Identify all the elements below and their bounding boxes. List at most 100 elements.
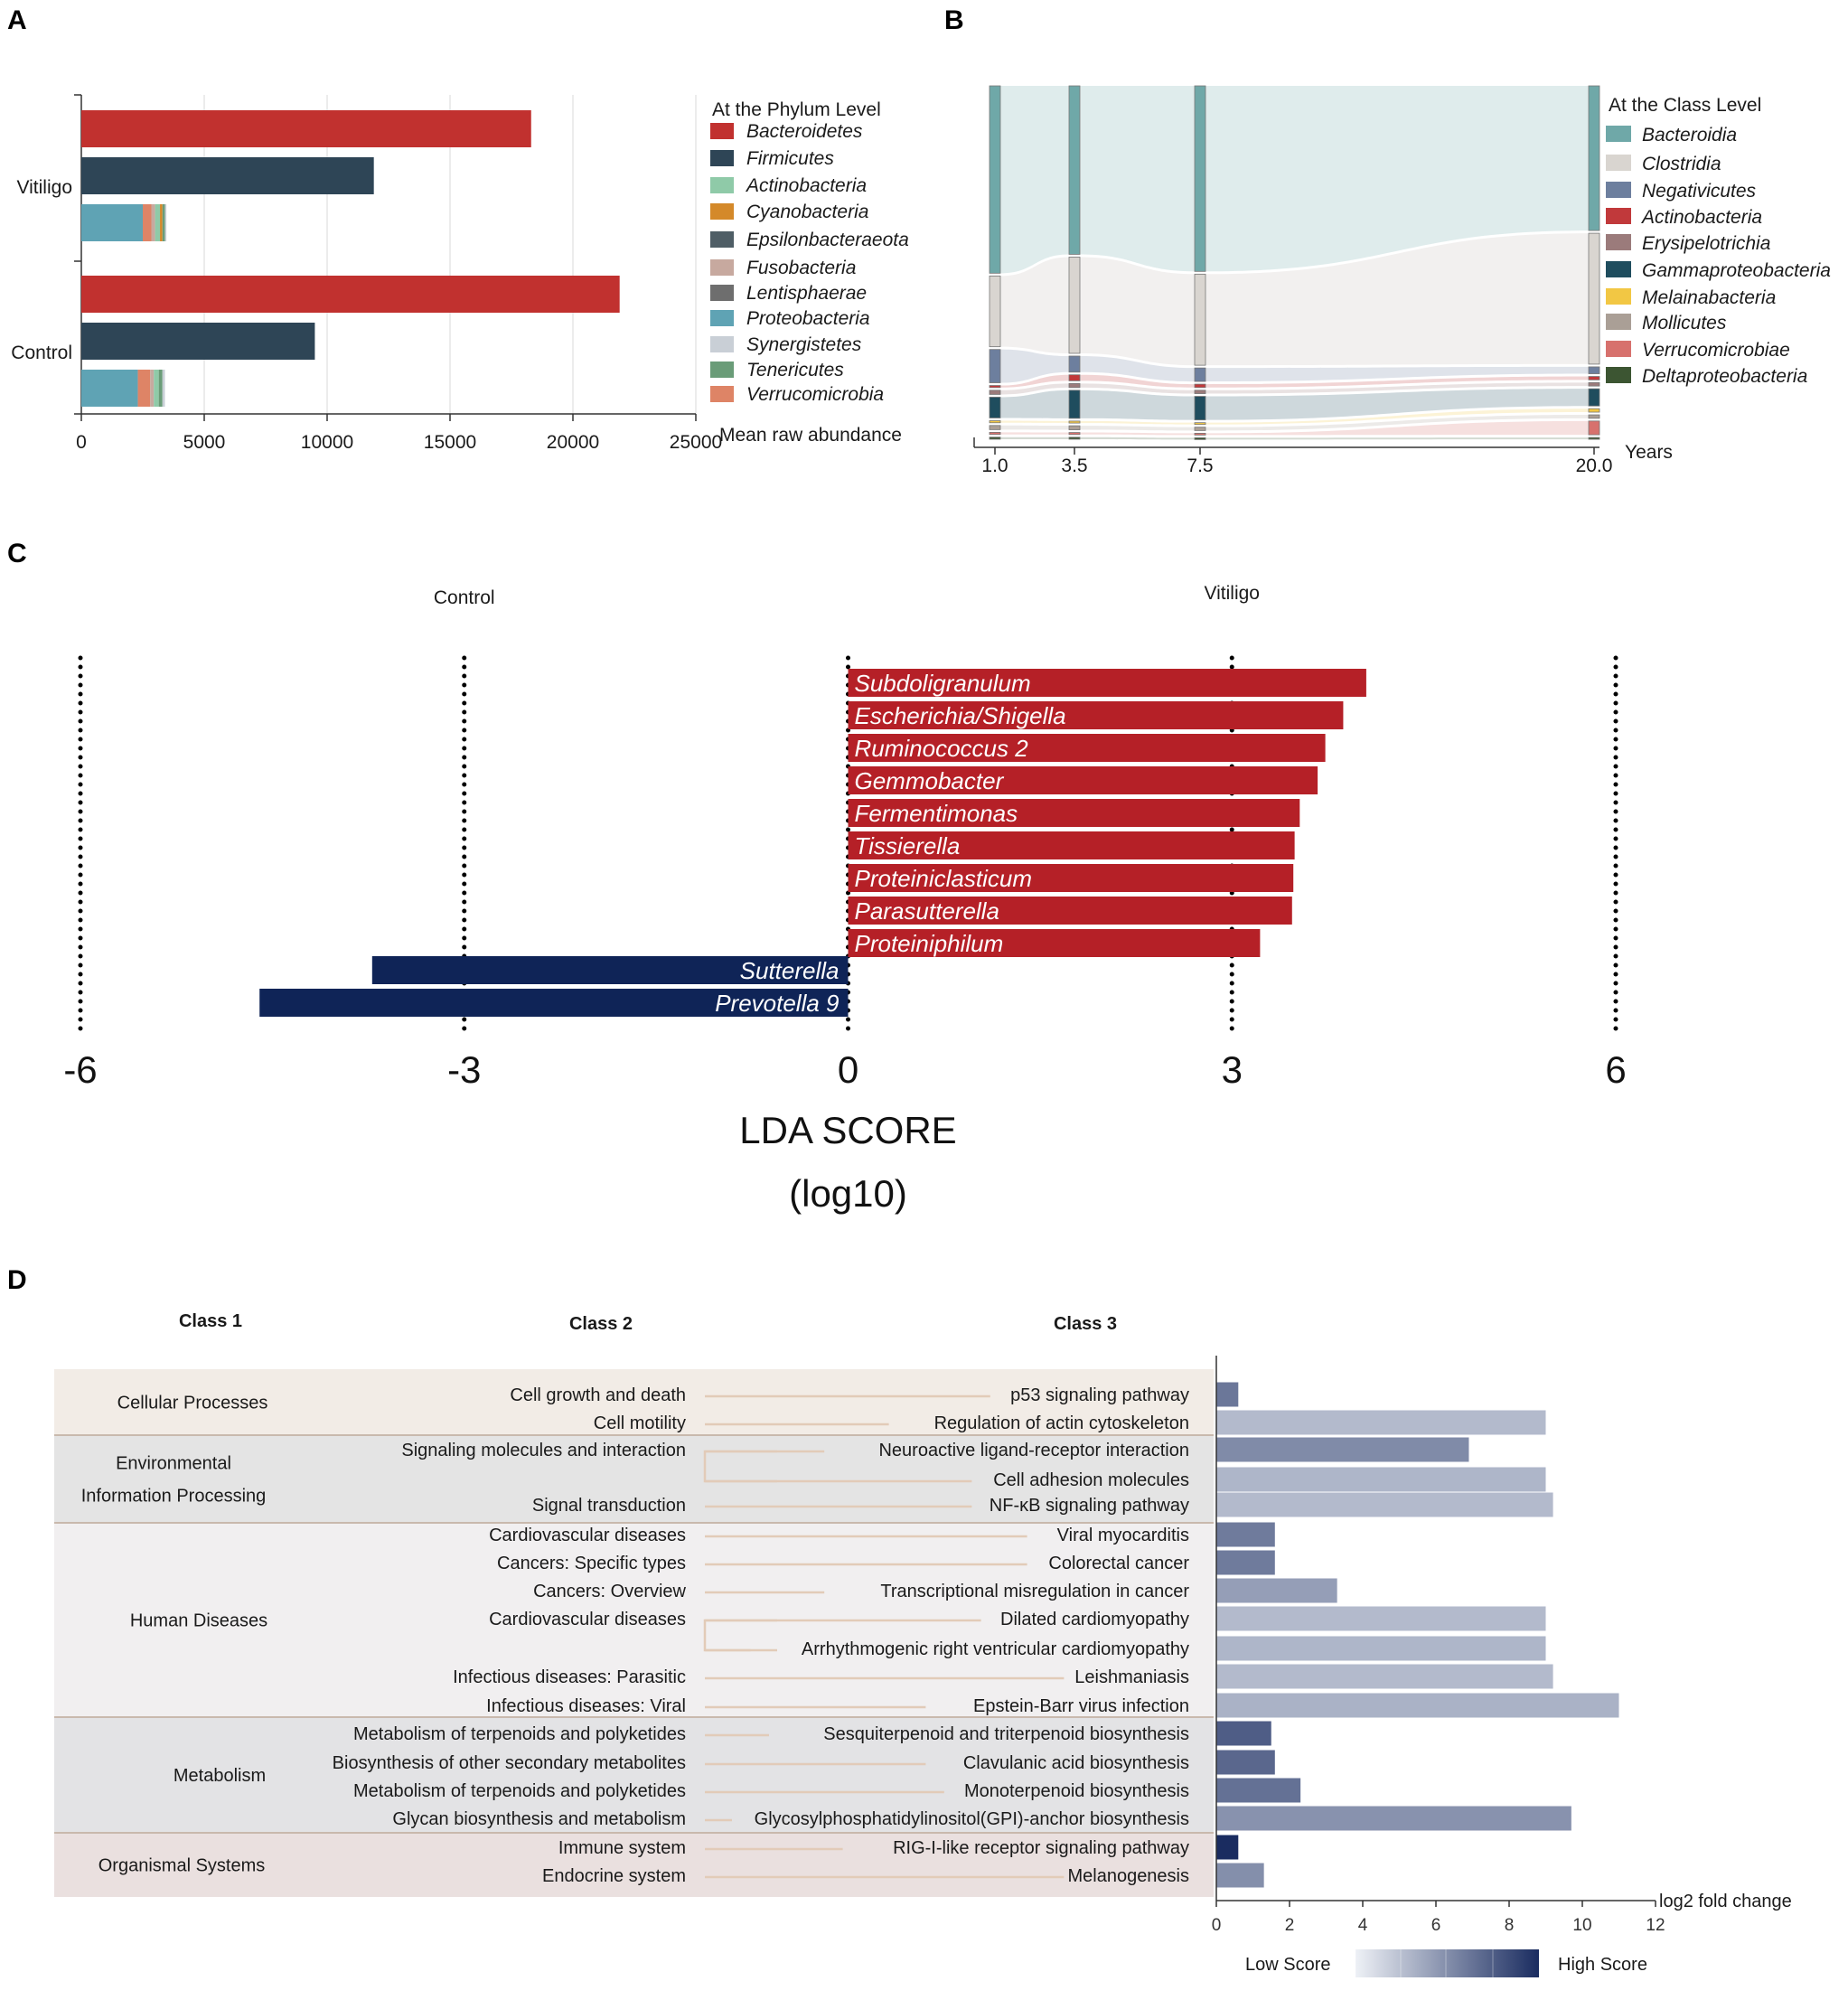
fold-change-bar-transcriptional-misregulation-in-cancer: [1216, 1578, 1337, 1603]
x-tick-label: 7.5: [1187, 455, 1213, 476]
legend-swatch-erysipelotrichia: [1606, 234, 1631, 250]
flow-melainabacteria: [1080, 420, 1195, 425]
flow-actinobacteria: [1080, 374, 1195, 388]
flow-bacteroidia: [1080, 86, 1195, 272]
legend-swatch-cyanobacteria: [710, 203, 734, 220]
class3-label: Regulation of actin cytoskeleton: [934, 1413, 1189, 1433]
node-mollicutes: [1068, 425, 1081, 430]
bar-vitiligo-actinobacteria: [155, 204, 161, 241]
node-melainabacteria: [989, 420, 1001, 424]
bar-vitiligo-synergistetes: [164, 204, 167, 241]
x-tick-label: -3: [447, 1048, 481, 1091]
panel-label-a: A: [7, 5, 27, 35]
x-tick-label: 12: [1646, 1916, 1665, 1935]
lda-bar-proteiniphilum: [848, 929, 1261, 957]
flow-verrucomicrobiae: [1000, 432, 1069, 435]
bar-control-synergistetes: [162, 370, 165, 407]
x-tick-label: 10: [1572, 1916, 1591, 1935]
legend-swatch-bacteroidetes: [710, 123, 734, 139]
class2-label: Cell growth and death: [510, 1385, 686, 1405]
legend-swatch-proteobacteria: [710, 310, 734, 326]
class3-label: p53 signaling pathway: [1010, 1385, 1189, 1405]
legend-label-gammaproteobacteria: Gammaproteobacteria: [1642, 260, 1831, 281]
flow-gammaproteobacteria: [1080, 390, 1195, 420]
legend-swatch-actinobacteria: [710, 177, 734, 193]
legend-label-mollicutes: Mollicutes: [1642, 313, 1727, 333]
class2-label: Cancers: Specific types: [497, 1554, 686, 1573]
legend-swatch-verrucomicrobiae: [1606, 341, 1631, 357]
colorbar: [1356, 1949, 1539, 1977]
class2-label: Cancers: Overview: [533, 1582, 686, 1601]
class2-label: Endocrine system: [542, 1866, 686, 1886]
node-deltaproteobacteria: [1588, 437, 1600, 440]
legend-label-cyanobacteria: Cyanobacteria: [746, 202, 868, 222]
legend-label-bacteroidia: Bacteroidia: [1642, 125, 1737, 146]
node-actinobacteria: [1194, 383, 1206, 389]
lda-bar-tissierella: [848, 831, 1295, 859]
node-mollicutes: [989, 425, 1001, 430]
legend-label-melainabacteria: Melainabacteria: [1642, 287, 1776, 308]
fold-change-bar-clavulanic-acid-biosynthesis: [1216, 1750, 1275, 1775]
x-tick-label: 15000: [424, 432, 476, 453]
legend-label-tenericutes: Tenericutes: [746, 360, 844, 380]
node-bacteroidia: [1068, 85, 1081, 255]
legend-label-proteobacteria: Proteobacteria: [746, 308, 870, 329]
node-deltaproteobacteria: [989, 437, 1001, 440]
node-verrucomicrobiae: [1588, 420, 1600, 436]
x-tick-label: 8: [1505, 1916, 1515, 1935]
lda-label-tissierella: Tissierella: [855, 832, 961, 859]
node-erysipelotrichia: [1588, 381, 1600, 387]
x-tick-label: 25000: [670, 432, 722, 453]
legend-label-erysipelotrichia: Erysipelotrichia: [1642, 233, 1770, 254]
legend-title: At the Phylum Level: [712, 99, 881, 120]
legend-label-verrucomicrobia: Verrucomicrobia: [746, 384, 884, 405]
lda-bar-fermentimonas: [848, 799, 1300, 827]
flow-actinobacteria: [1000, 374, 1069, 388]
bar-vitiligo-cyanobacteria: [160, 204, 163, 241]
node-gammaproteobacteria: [989, 397, 1001, 418]
lda-label-subdoligranulum: Subdoligranulum: [855, 670, 1031, 697]
legend-label-clostridia: Clostridia: [1642, 154, 1721, 174]
node-negativicutes: [1068, 355, 1081, 373]
x-tick-label: -6: [63, 1048, 97, 1091]
node-negativicutes: [1194, 367, 1206, 382]
legend-swatch-gammaproteobacteria: [1606, 261, 1631, 277]
legend-title: At the Class Level: [1609, 95, 1761, 116]
x-axis-label: Mean raw abundance: [719, 425, 902, 446]
flow-verrucomicrobiae: [1205, 420, 1589, 436]
panel-b-class-sankey: 1.0 3.5 7.5 20.0 Years At the Class Level Bact…: [973, 85, 1831, 476]
node-bacteroidia: [1588, 85, 1600, 231]
lda-label-parasutterella: Parasutterella: [855, 897, 999, 925]
x-tick-label: 5000: [183, 432, 226, 453]
legend-label-fusobacteria: Fusobacteria: [746, 258, 856, 278]
class3-label: Monoterpenoid biosynthesis: [964, 1781, 1189, 1801]
x-axis-label: Years: [1625, 442, 1673, 463]
class1-band-environmental-information-processing: [54, 1435, 1214, 1523]
fold-change-bar-p53-signaling-pathway: [1216, 1382, 1239, 1407]
flow-erysipelotrichia: [1000, 383, 1069, 395]
lda-bar-gemmobacter: [848, 766, 1318, 794]
class2-label: Infectious diseases: Viral: [486, 1696, 686, 1716]
x-axis-label-units: (log10): [789, 1172, 907, 1215]
lda-bar-proteiniclasticum: [848, 864, 1294, 892]
x-tick-label: 6: [1431, 1916, 1441, 1935]
node-mollicutes: [1194, 427, 1206, 431]
class2-label: Immune system: [558, 1838, 686, 1858]
class2-label: Glycan biosynthesis and metabolism: [392, 1809, 686, 1829]
class2-label: Cell motility: [594, 1413, 686, 1433]
x-tick-label: 4: [1358, 1916, 1368, 1935]
legend-label-negativicutes: Negativicutes: [1642, 181, 1757, 202]
x-tick-label: 0: [1212, 1916, 1222, 1935]
y-category-label: Vitiligo: [17, 177, 72, 198]
flow-gammaproteobacteria: [1000, 390, 1069, 418]
x-tick-label: 6: [1605, 1048, 1626, 1091]
legend-swatch-verrucomicrobia: [710, 386, 734, 402]
header-class-1: Class 1: [179, 1311, 242, 1331]
connector-bracket: [703, 1619, 777, 1652]
node-erysipelotrichia: [989, 390, 1001, 395]
flow-clostridia: [1205, 233, 1589, 366]
class2-label: Cardiovascular diseases: [489, 1526, 686, 1545]
node-bacteroidia: [1194, 85, 1206, 272]
x-axis-label: LDA SCORE: [739, 1109, 956, 1151]
flow-actinobacteria: [1205, 376, 1589, 388]
